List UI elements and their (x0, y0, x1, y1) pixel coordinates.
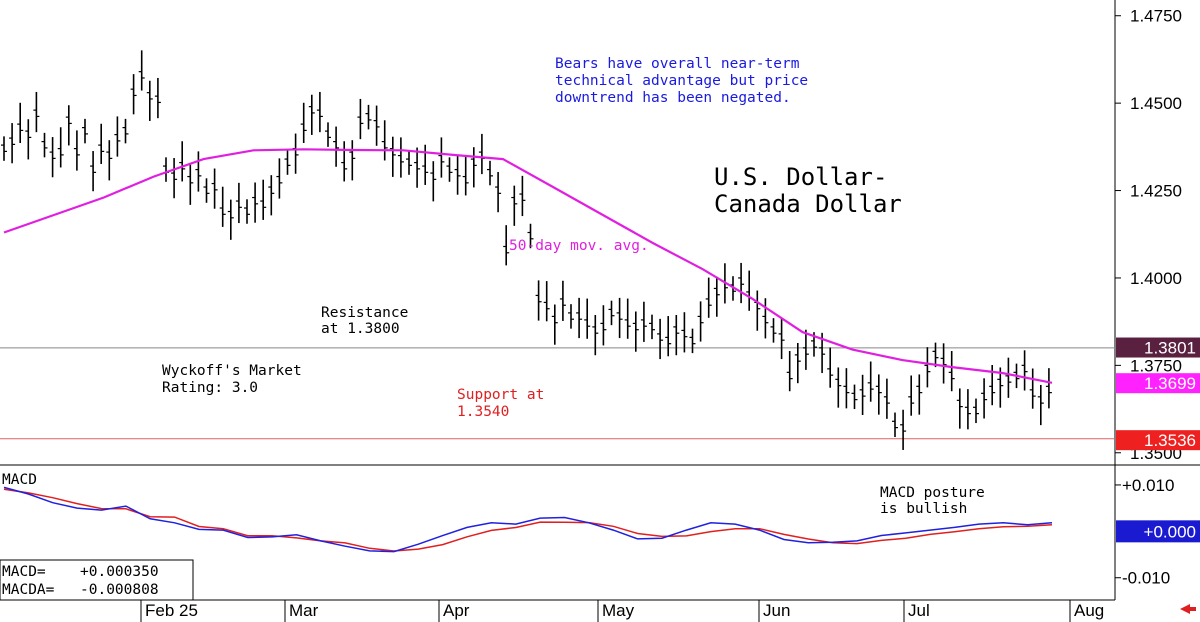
macd-posture-line-1: MACD posture (880, 485, 985, 501)
price-tick-label: 1.4500 (1130, 94, 1182, 113)
price-tag-label: 1.3699 (1144, 374, 1196, 393)
time-axis-label: Feb 25 (145, 601, 198, 620)
macd-tag-box (1116, 520, 1200, 543)
time-axis-label: Jun (763, 601, 790, 620)
price-tags: 1.3801 1.3699 1.3536 (1116, 337, 1200, 451)
price-tag-box (1116, 373, 1200, 394)
macd-tick-label: -0.010 (1122, 569, 1170, 588)
price-tick-label: 1.4750 (1130, 7, 1182, 26)
bears-note-line-3: downtrend has been negated. (555, 90, 791, 106)
bears-note-line-1: Bears have overall near-term (555, 56, 800, 72)
price-tag-label: 1.3536 (1144, 431, 1196, 450)
price-tick-label: 1.3750 (1130, 356, 1182, 375)
wyckoff-rating-line-2: Rating: 3.0 (162, 380, 258, 396)
chart-title-line-1: U.S. Dollar- (714, 163, 887, 191)
macd-readout-label: MACD= (2, 564, 46, 580)
macd-panel-title: MACD (2, 472, 37, 488)
moving-average-label: 50-day mov. avg. (509, 238, 649, 254)
time-axis-label: Jul (908, 601, 930, 620)
macd-tag-label: +0.000 (1144, 522, 1196, 541)
price-tag-box (1116, 430, 1200, 451)
macd-tick-label: +0.010 (1122, 476, 1174, 495)
resistance-label-line-1: Resistance (321, 305, 408, 321)
macd-readout-value: +0.000350 (80, 564, 159, 580)
time-axis-label: Aug (1074, 601, 1104, 620)
time-axis-label: May (602, 601, 635, 620)
time-axis-label: Mar (289, 601, 319, 620)
macd-line (3, 486, 1053, 553)
macd-readout-box (0, 559, 194, 601)
support-label-line-2: 1.3540 (457, 404, 509, 420)
chart-title-line-2: Canada Dollar (714, 190, 902, 218)
macda-readout-label: MACDA= (2, 582, 55, 598)
resistance-label-line-2: at 1.3800 (321, 321, 400, 337)
macda-readout-value: -0.000808 (80, 582, 159, 598)
macd-price-tag: +0.000 (1116, 520, 1200, 543)
price-tick-label: 1.4250 (1130, 182, 1182, 201)
bears-note-line-2: technical advantage but price (555, 73, 808, 89)
price-bars (1, 50, 1052, 450)
macd-axis-ticks: +0.010 -0.010 (1115, 476, 1174, 588)
price-tag-box (1116, 337, 1200, 358)
moving-average-line (3, 148, 1053, 384)
price-tick-label: 1.4000 (1130, 269, 1182, 288)
price-tag-label: 1.3801 (1144, 339, 1196, 358)
time-axis: Feb 25 Mar Apr May Jun Jul Aug (140, 600, 1104, 622)
time-axis-label: Apr (443, 601, 470, 620)
scroll-left-arrow-icon[interactable] (1180, 604, 1196, 614)
macda-line (3, 488, 1053, 552)
wyckoff-rating-line-1: Wyckoff's Market (162, 363, 302, 379)
support-label-line-1: Support at (457, 387, 544, 403)
macd-posture-line-2: is bullish (880, 501, 967, 517)
